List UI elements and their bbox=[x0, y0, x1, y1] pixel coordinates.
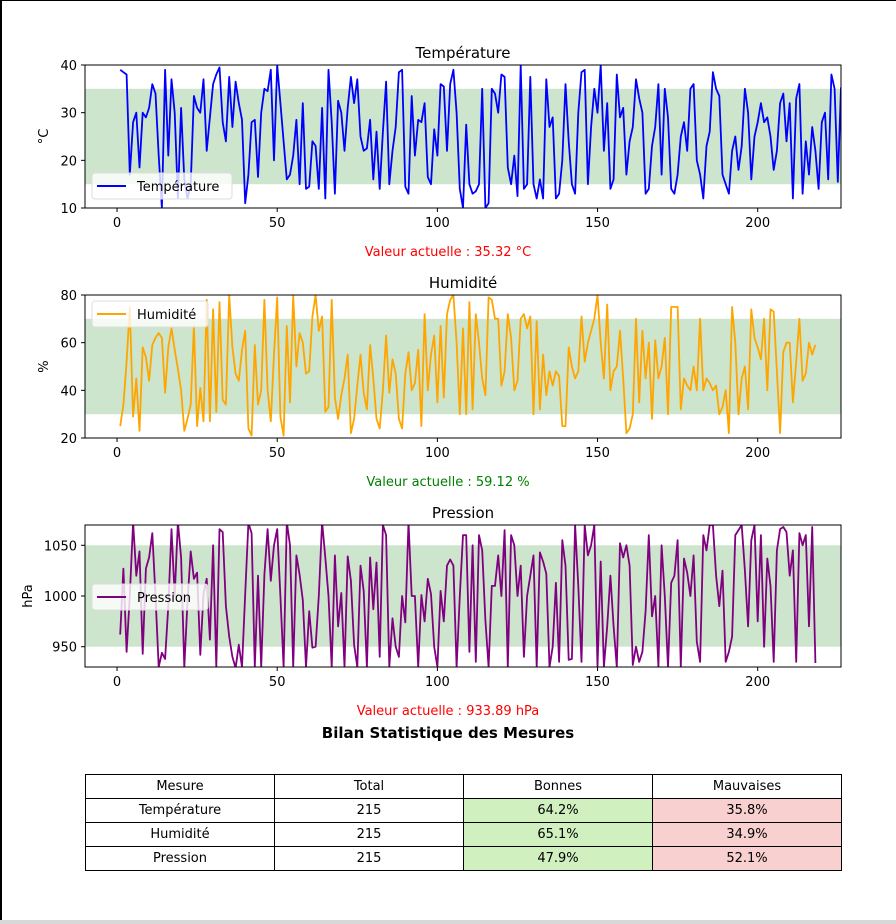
legend-label: Température bbox=[136, 180, 219, 195]
y-tick-label: 1050 bbox=[44, 539, 77, 554]
y-tick-label: 950 bbox=[52, 641, 77, 656]
x-tick-label: 50 bbox=[269, 675, 286, 690]
series-line bbox=[119, 295, 817, 437]
y-tick-label: 40 bbox=[60, 59, 77, 74]
acceptable-range-band bbox=[85, 88, 841, 185]
y-axis-label: % bbox=[37, 360, 52, 372]
x-tick-label: 200 bbox=[745, 675, 770, 690]
measure-cell: Pression bbox=[85, 846, 275, 871]
table-row: Pression 215 47.9% 52.1% bbox=[85, 846, 842, 871]
chart-title: Pression bbox=[432, 504, 494, 522]
good-cell: 47.9% bbox=[463, 846, 653, 871]
legend-label: Humidité bbox=[137, 308, 196, 323]
x-tick-label: 200 bbox=[745, 446, 770, 461]
y-tick-label: 80 bbox=[60, 289, 77, 304]
total-cell: 215 bbox=[274, 822, 464, 847]
legend-box bbox=[91, 300, 209, 328]
y-axis-label: hPa bbox=[21, 584, 36, 607]
x-tick-label: 100 bbox=[425, 675, 450, 690]
axes-frame bbox=[84, 64, 842, 209]
stats-table: Mesure Total Bonnes Mauvaises Températur… bbox=[85, 774, 842, 871]
header-cell: Mesure bbox=[85, 774, 275, 799]
series-line bbox=[119, 65, 841, 208]
temperature-current-value: Valeur actuelle : 35.32 °C bbox=[364, 245, 532, 260]
legend: Humidité bbox=[91, 300, 209, 328]
legend-box bbox=[91, 583, 209, 611]
table-row: Température 215 64.2% 35.8% bbox=[85, 798, 842, 823]
bad-cell: 52.1% bbox=[652, 846, 842, 871]
x-tick-label: 100 bbox=[425, 216, 450, 231]
bottom-scrollbar bbox=[0, 920, 896, 924]
temperature-chart: 0 50 100 150 200 10 20 30 40 Température °C Tempéra… bbox=[37, 44, 842, 231]
y-tick-label: 20 bbox=[60, 432, 77, 447]
series-line bbox=[119, 525, 817, 667]
legend-box bbox=[91, 172, 233, 200]
x-tick-label: 200 bbox=[745, 216, 770, 231]
x-tick-label: 50 bbox=[269, 446, 286, 461]
humidity-chart: 0 50 100 150 200 20 40 60 80 Humidité% Humidité bbox=[37, 274, 842, 461]
chart-title: Humidité bbox=[429, 274, 497, 292]
good-cell: 64.2% bbox=[463, 798, 653, 823]
x-tick-label: 150 bbox=[585, 446, 610, 461]
x-tick-label: 50 bbox=[269, 216, 286, 231]
header-cell: Total bbox=[274, 774, 464, 799]
y-tick-label: 20 bbox=[60, 154, 77, 169]
measure-cell: Humidité bbox=[85, 822, 275, 847]
total-cell: 215 bbox=[274, 798, 464, 823]
y-tick-label: 30 bbox=[60, 107, 77, 122]
header-cell: Bonnes bbox=[463, 774, 653, 799]
total-cell: 215 bbox=[274, 846, 464, 871]
y-tick-label: 40 bbox=[60, 384, 77, 399]
x-tick-label: 0 bbox=[113, 675, 121, 690]
humidity-current-value: Valeur actuelle : 59.12 % bbox=[366, 475, 530, 490]
header-cell: Mauvaises bbox=[652, 774, 842, 799]
pressure-current-value: Valeur actuelle : 933.89 hPa bbox=[356, 704, 540, 719]
x-tick-label: 0 bbox=[113, 216, 121, 231]
y-tick-label: 1000 bbox=[44, 590, 77, 605]
bad-cell: 35.8% bbox=[652, 798, 842, 823]
table-row: Humidité 215 65.1% 34.9% bbox=[85, 822, 842, 847]
chart-title: Température bbox=[414, 44, 510, 62]
y-axis-label: °C bbox=[37, 129, 52, 145]
good-cell: 65.1% bbox=[463, 822, 653, 847]
y-tick-label: 60 bbox=[60, 337, 77, 352]
table-title: Bilan Statistique des Mesures bbox=[321, 724, 575, 742]
legend: Pression bbox=[91, 583, 209, 611]
axes-frame bbox=[84, 294, 842, 439]
x-tick-label: 0 bbox=[113, 446, 121, 461]
legend-label: Pression bbox=[137, 591, 191, 606]
pressure-chart: 0 50 100 150 200 950 1000 1050 Pression hPa Pressi… bbox=[21, 504, 842, 690]
measure-cell: Température bbox=[85, 798, 275, 823]
x-tick-label: 100 bbox=[425, 446, 450, 461]
y-tick-label: 10 bbox=[60, 202, 77, 217]
x-tick-label: 150 bbox=[585, 216, 610, 231]
legend: Température bbox=[91, 172, 233, 200]
bad-cell: 34.9% bbox=[652, 822, 842, 847]
table-header-row: Mesure Total Bonnes Mauvaises bbox=[85, 774, 842, 799]
x-tick-label: 150 bbox=[585, 675, 610, 690]
